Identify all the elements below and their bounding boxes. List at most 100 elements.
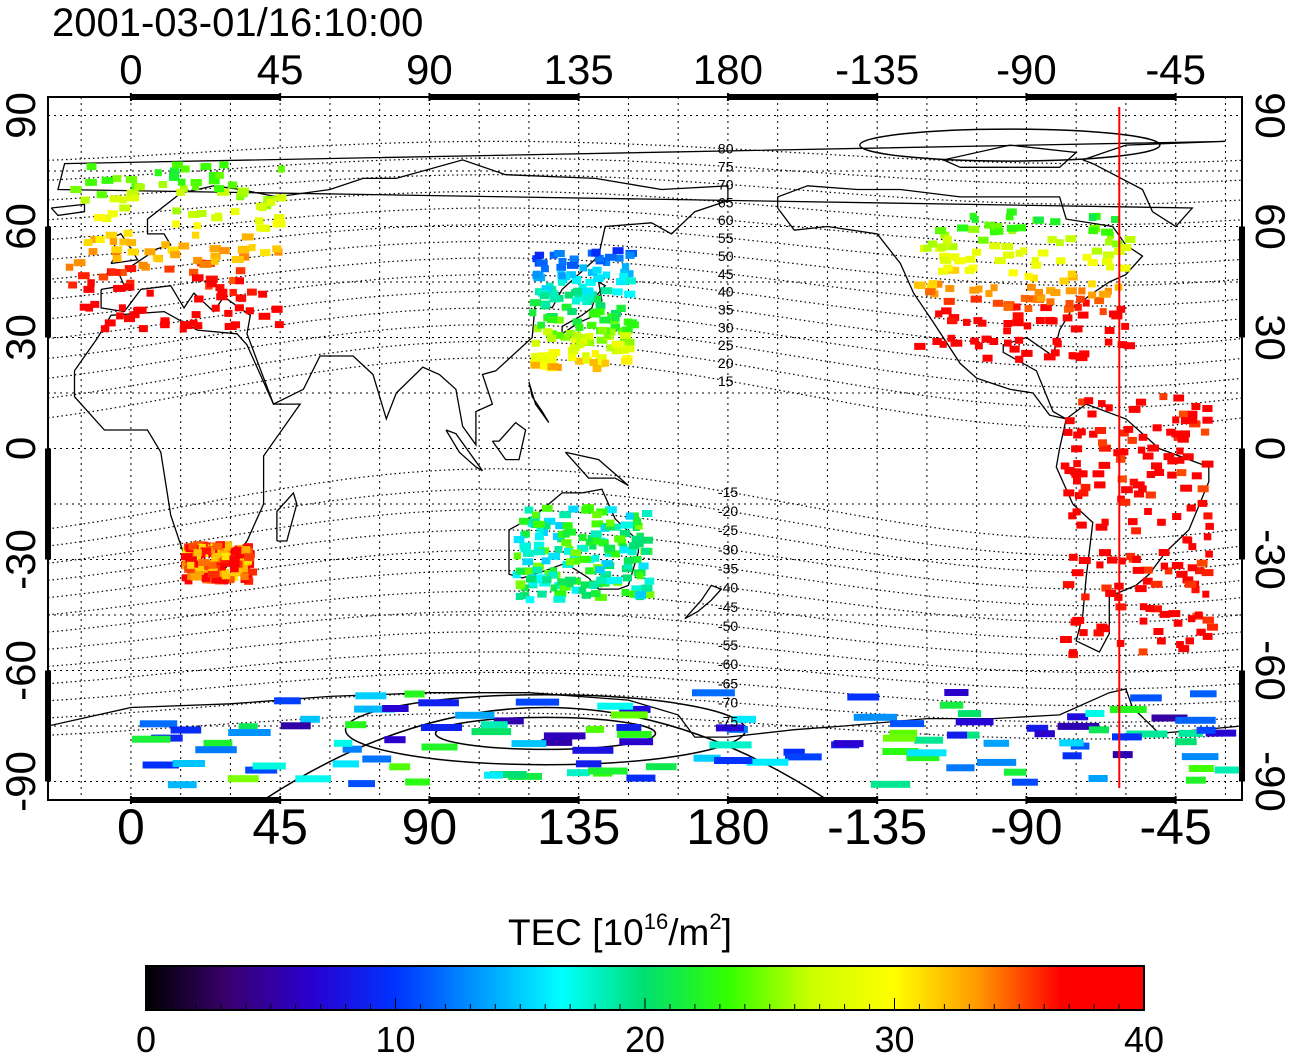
tec-cell — [585, 725, 604, 733]
tec-cell — [641, 536, 653, 544]
tec-cell — [1133, 481, 1145, 489]
tec-cell — [546, 334, 557, 342]
tec-cell — [539, 355, 551, 363]
tec-cell — [1057, 722, 1100, 730]
tec-cell — [1159, 610, 1171, 618]
tec-cell — [142, 761, 179, 769]
tec-cell — [126, 189, 139, 197]
tec-cell — [1008, 269, 1018, 277]
tec-cell — [1157, 518, 1166, 526]
tec-cell — [85, 178, 97, 186]
tec-cell — [626, 321, 639, 329]
tec-cell — [604, 523, 615, 531]
tec-cell — [1180, 484, 1193, 492]
tec-cell — [1205, 729, 1237, 737]
tec-cell — [1109, 706, 1147, 713]
tec-cell — [543, 732, 586, 740]
tec-cell — [382, 705, 409, 712]
tec-cell — [1205, 522, 1214, 530]
tec-cell — [96, 191, 107, 199]
tec-cell — [578, 283, 587, 291]
tec-cell — [333, 739, 353, 747]
colorbar-tick-label: 0 — [136, 1019, 156, 1057]
tec-cell — [230, 569, 242, 577]
tec-cell — [610, 576, 623, 584]
tec-cell — [271, 305, 283, 313]
tec-cell — [1098, 439, 1107, 447]
tec-cell — [1189, 420, 1201, 428]
contour-line — [48, 468, 1242, 540]
tec-cell — [1188, 543, 1197, 551]
tec-cell — [210, 252, 221, 260]
tec-cell — [1173, 394, 1185, 402]
tec-cell — [1200, 428, 1210, 436]
tec-cell — [195, 564, 205, 572]
tec-cell — [632, 518, 642, 526]
tec-cell — [100, 325, 110, 333]
tec-cell — [1188, 765, 1214, 772]
tec-cell — [1071, 470, 1084, 478]
tec-cell — [188, 543, 198, 551]
tec-cell — [592, 554, 600, 562]
frame-bar-left — [45, 226, 51, 338]
tec-cell — [200, 163, 212, 170]
tec-cell — [1182, 576, 1194, 584]
tec-cell — [118, 304, 126, 312]
tec-cell — [533, 270, 541, 278]
tec-cell — [715, 724, 744, 732]
tec-cell — [125, 194, 135, 202]
tec-cell — [546, 316, 558, 323]
tec-cell — [1003, 768, 1027, 776]
tec-cell — [1112, 733, 1142, 741]
tec-cell — [86, 163, 97, 171]
tec-cell — [557, 578, 567, 586]
tec-cell — [989, 228, 999, 236]
tec-cell — [636, 572, 644, 580]
tec-cell — [193, 256, 203, 264]
tec-cell — [1020, 247, 1028, 255]
tec-cell — [1141, 566, 1153, 574]
tec-cell — [1071, 445, 1083, 453]
tec-cell — [540, 265, 549, 273]
tec-cell — [1132, 566, 1145, 574]
tec-cell — [1151, 462, 1163, 470]
chart-title: 2001-03-01/16:10:00 — [52, 1, 423, 45]
tec-cell — [1088, 291, 1097, 299]
tec-cell — [947, 334, 956, 342]
tec-cell — [1105, 238, 1113, 246]
tec-cell — [939, 340, 947, 348]
tec-cell — [969, 286, 980, 294]
tec-cell — [232, 560, 240, 568]
tec-cell — [631, 585, 643, 593]
tec-cell — [1073, 460, 1081, 468]
tec-cell — [199, 260, 212, 268]
y-tick-label-left: 0 — [0, 437, 44, 460]
tec-cell — [224, 543, 233, 551]
tec-cell — [1080, 483, 1091, 491]
tec-cell — [1128, 518, 1138, 526]
tec-cell — [627, 548, 637, 556]
tec-cell — [1095, 523, 1108, 531]
tec-cell — [594, 593, 607, 601]
tec-cell — [994, 257, 1006, 265]
tec-cell — [638, 562, 649, 570]
tec-cell — [215, 172, 224, 179]
tec-cell — [1014, 336, 1024, 344]
tec-cell — [1168, 610, 1181, 618]
tec-cell — [1072, 508, 1081, 516]
tec-cell — [529, 309, 537, 317]
tec-cell — [227, 181, 238, 189]
tec-cell — [579, 264, 588, 272]
tec-cell — [533, 520, 545, 528]
tec-cell — [531, 339, 540, 347]
tec-cell — [1088, 726, 1109, 734]
tec-cell — [540, 292, 549, 300]
tec-cell — [581, 506, 593, 514]
tec-cell — [480, 721, 508, 729]
tec-cell — [207, 570, 220, 578]
tec-cell — [404, 690, 425, 698]
tec-cell — [1087, 259, 1098, 267]
tec-cell — [635, 540, 644, 548]
contour-line — [48, 610, 1242, 657]
x-axis-bottom-labels: 0 45 90 135 180 -135 -90 -45 — [117, 799, 1212, 855]
